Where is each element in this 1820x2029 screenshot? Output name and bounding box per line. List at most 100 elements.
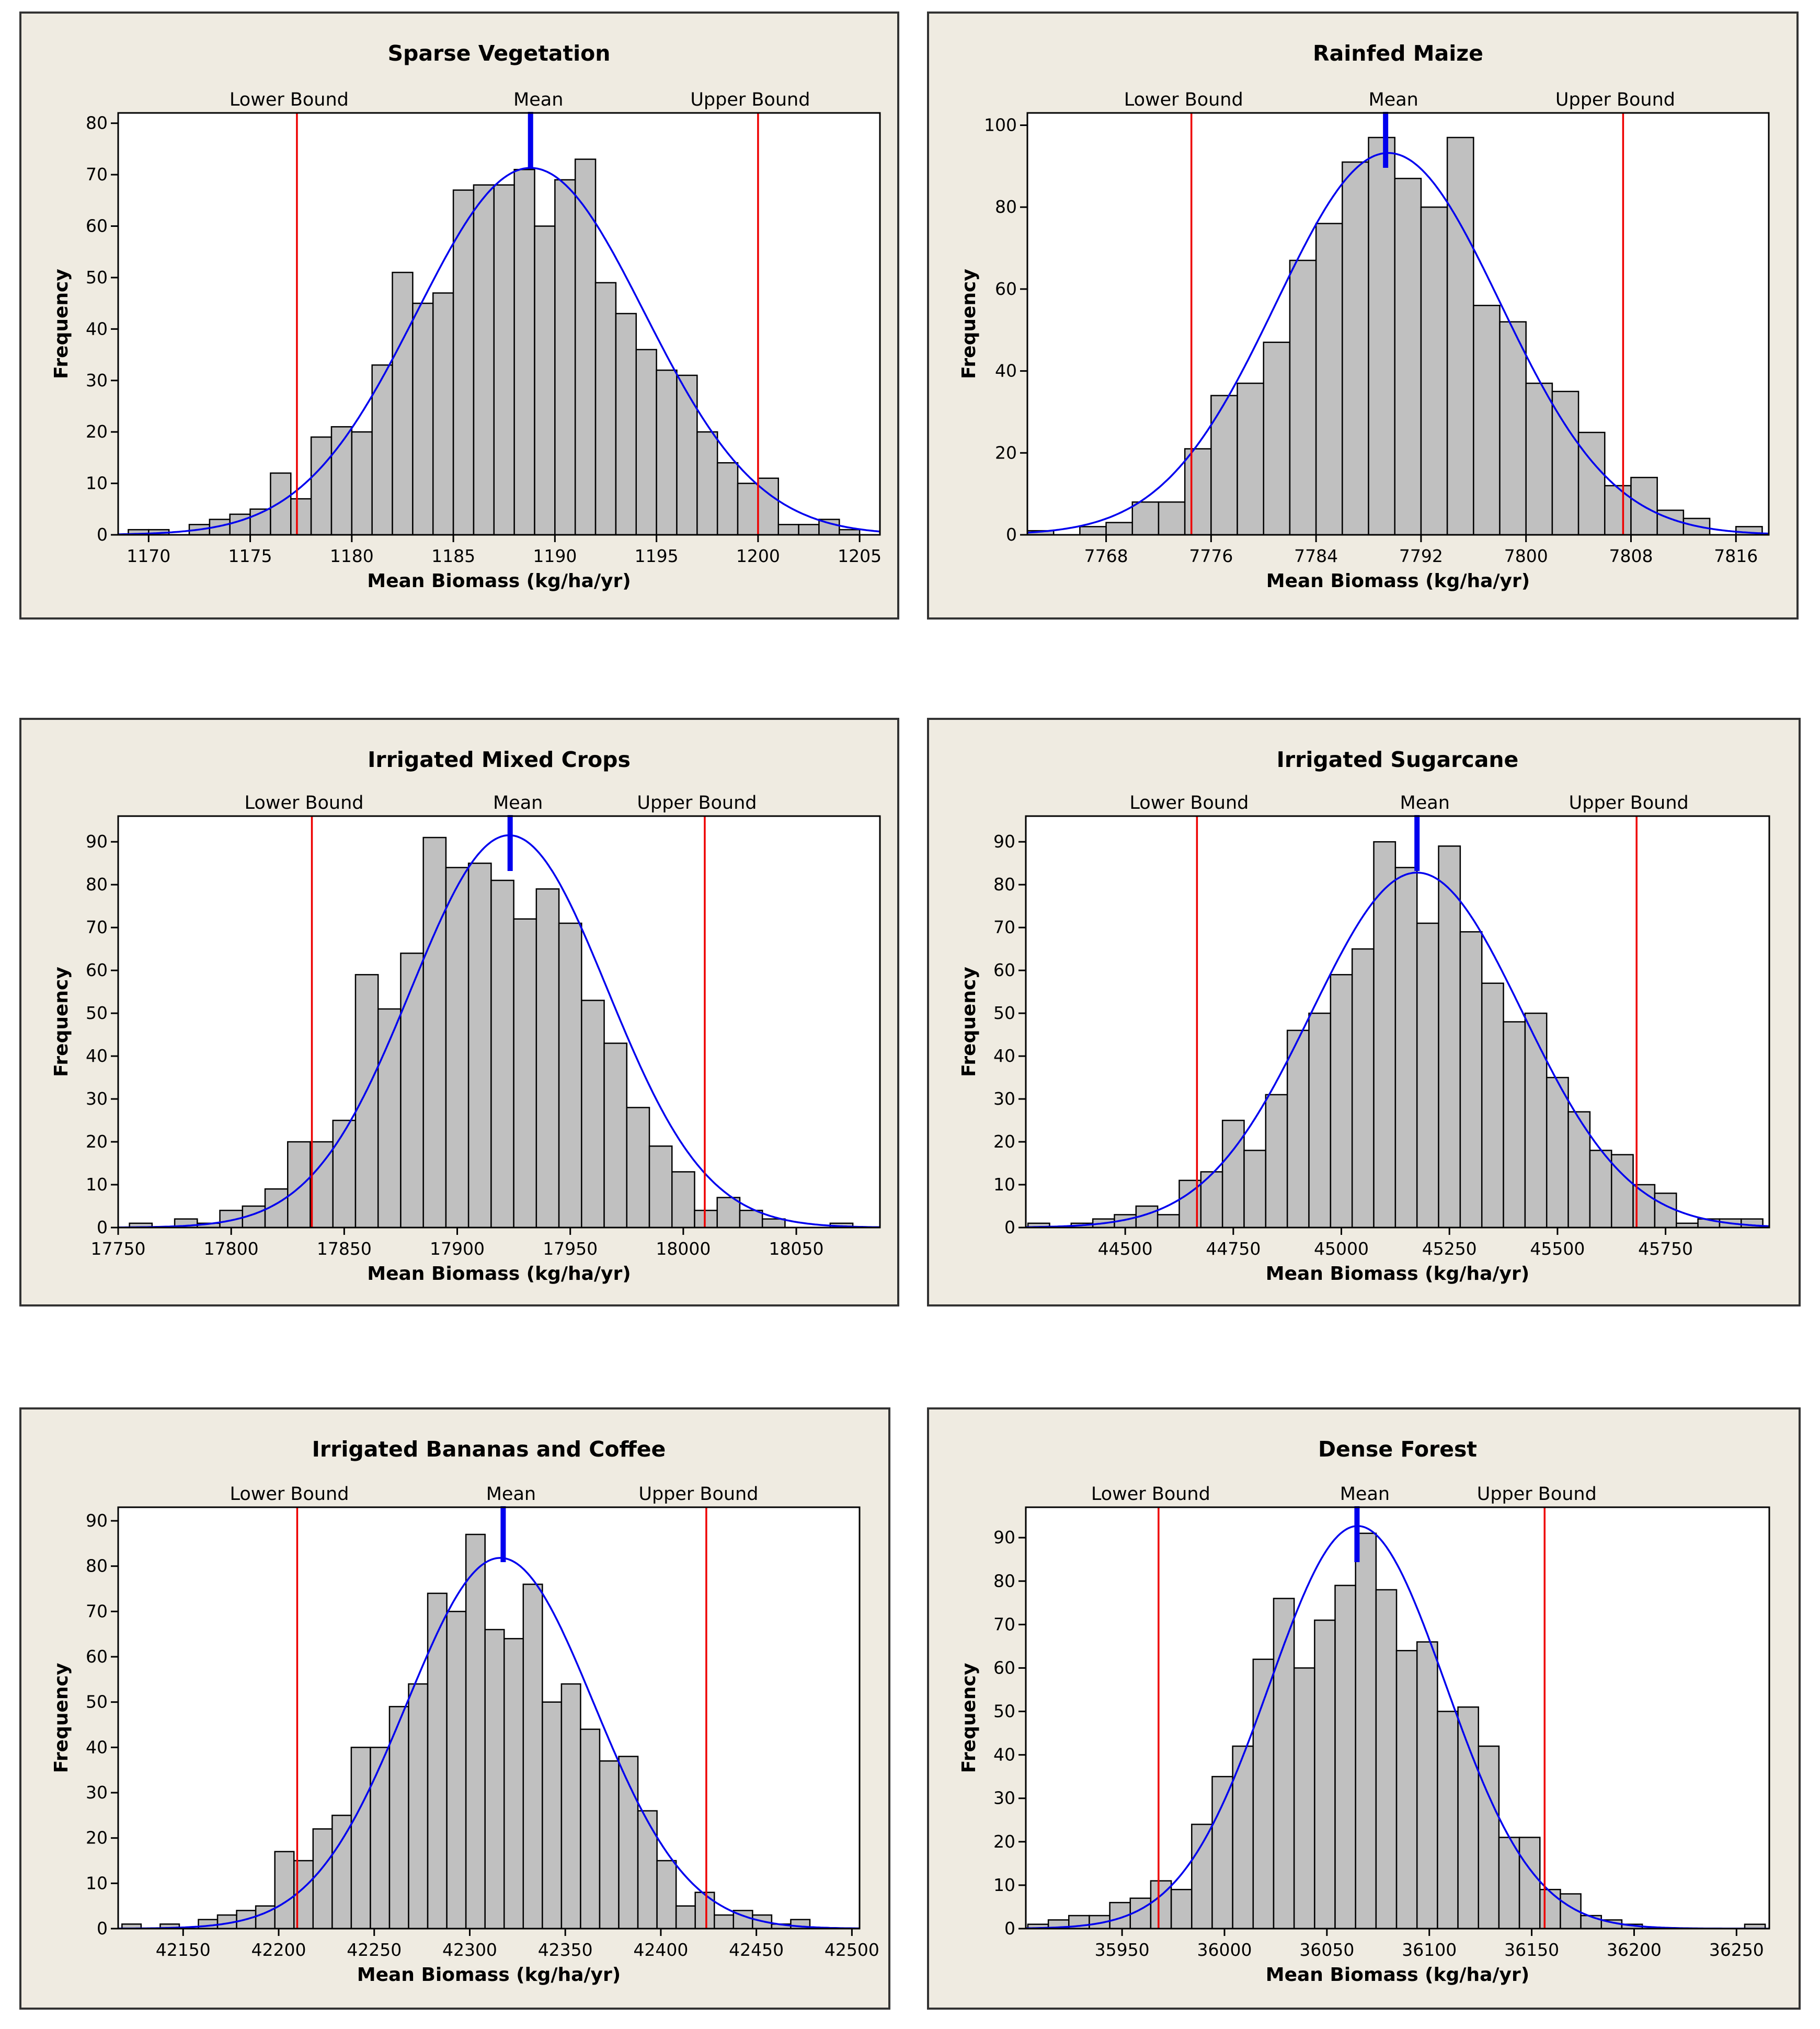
panel-dense-forest: Lower Bound Mean Upper Bound 0 10 20 30 40 50 60 7…	[927, 1407, 1801, 2010]
histogram-bar	[777, 524, 799, 535]
histogram-bar	[513, 918, 537, 1228]
histogram-bar	[400, 953, 424, 1228]
x-tick-label: 1190	[533, 546, 577, 566]
histogram-bar	[635, 349, 657, 535]
histogram-bar	[446, 1611, 467, 1929]
y-tick-label: 80	[995, 197, 1017, 217]
histogram-bar	[1342, 161, 1369, 535]
y-tick-label: 0	[97, 1217, 108, 1237]
y-tick-label: 0	[1004, 1217, 1015, 1237]
histogram-bar	[1286, 1029, 1310, 1228]
panel-irrigated-mixed-crops: Lower Bound Mean Upper Bound 0 10 20 30 40 50 60 7…	[19, 718, 899, 1306]
histogram-bar	[1395, 1649, 1418, 1929]
histogram-bar	[1437, 1711, 1459, 1929]
x-tick-label: 44750	[1206, 1239, 1261, 1259]
histogram-bar	[290, 498, 312, 535]
y-tick-label: 70	[86, 1601, 108, 1621]
y-axis-label: Frequency	[51, 967, 72, 1077]
histogram-bar	[761, 1218, 786, 1228]
y-tick-label: 80	[86, 874, 108, 895]
y-tick-label: 30	[86, 1782, 108, 1803]
upper-bound-label: Upper Bound	[1569, 793, 1689, 813]
x-tick-label: 17900	[430, 1239, 485, 1259]
histogram-bar	[432, 292, 454, 535]
y-tick-label: 20	[993, 1131, 1015, 1152]
y-tick-label: 80	[993, 1571, 1015, 1591]
histogram-bar	[1438, 845, 1461, 1228]
histogram-bar	[1170, 1888, 1193, 1929]
x-tick-label: 36250	[1709, 1940, 1764, 1960]
x-tick-label: 45000	[1314, 1239, 1369, 1259]
histogram-bar	[422, 836, 447, 1228]
histogram-bar	[713, 1914, 735, 1929]
histogram-bar	[1334, 1585, 1356, 1929]
histogram-bar	[408, 1683, 429, 1929]
histogram-bar	[503, 1638, 524, 1929]
y-axis-label: Frequency	[958, 1663, 980, 1773]
histogram-bar	[287, 1141, 311, 1228]
histogram-bar	[716, 462, 739, 535]
histogram-bar	[1654, 1193, 1677, 1228]
histogram-bar	[1481, 982, 1504, 1228]
histogram-bar	[1308, 1012, 1332, 1228]
x-tick-label: 1170	[127, 546, 170, 566]
histogram-bar	[1191, 1824, 1213, 1929]
x-axis-label: Mean Biomass (kg/ha/yr)	[367, 1263, 631, 1285]
x-tick-label: 35950	[1095, 1940, 1150, 1960]
normal-fit-curve	[118, 1557, 860, 1929]
y-tick-label: 30	[993, 1088, 1015, 1109]
chart-title: Dense Forest	[1318, 1437, 1477, 1462]
upper-bound-label: Upper Bound	[1555, 89, 1675, 110]
lower-bound-label: Lower Bound	[245, 793, 364, 813]
histogram-bar	[675, 1905, 696, 1929]
y-tick-label: 30	[86, 370, 108, 391]
histogram-bar	[465, 1533, 486, 1929]
chart-svg-dense-forest: Lower Bound Mean Upper Bound 0 10 20 30 40 50 60 7…	[958, 1437, 1770, 1986]
marks-group	[1026, 841, 1769, 1228]
histogram-bar	[467, 862, 492, 1228]
histogram-bar	[310, 1141, 334, 1228]
y-tick-label: 30	[993, 1788, 1015, 1808]
y-tick-label: 70	[993, 1614, 1015, 1634]
histogram-bar	[1589, 1150, 1612, 1228]
histogram-bar	[1368, 136, 1395, 535]
histogram-bar	[1525, 382, 1553, 535]
histogram-bar	[1232, 1745, 1254, 1929]
y-tick-label: 50	[86, 267, 108, 288]
y-tick-label: 30	[86, 1088, 108, 1109]
histogram-bar	[1273, 1598, 1295, 1929]
histogram-bar	[732, 1910, 753, 1929]
x-tick-label: 1195	[635, 546, 679, 566]
normal-fit-curve	[118, 167, 880, 535]
y-tick-label: 100	[984, 115, 1017, 135]
histogram-bar	[535, 888, 560, 1228]
histogram-bar	[716, 1197, 741, 1228]
mean-label: Mean	[493, 793, 543, 813]
histogram-bar	[1539, 1888, 1561, 1929]
y-tick-label: 90	[993, 1527, 1015, 1547]
histogram-bar	[484, 1629, 505, 1929]
plot-frame	[117, 815, 881, 1229]
histogram-bar	[1315, 223, 1343, 535]
chart-title: Sparse Vegetation	[388, 41, 611, 66]
histogram-bar	[1221, 1119, 1245, 1228]
y-tick-label: 80	[86, 113, 108, 133]
y-tick-label: 60	[86, 960, 108, 980]
histogram-bar	[370, 1747, 391, 1929]
x-tick-label: 17800	[204, 1239, 259, 1259]
chart-svg-irrigated-bananas-and-coffee: Lower Bound Mean Upper Bound 0 10 20 30 40 50 60 7…	[51, 1437, 879, 1986]
chart-title: Irrigated Mixed Crops	[368, 747, 631, 772]
x-tick-label: 45750	[1638, 1239, 1693, 1259]
x-tick-label: 42200	[251, 1940, 306, 1960]
panel-rainfed-maize: Lower Bound Mean Upper Bound 0 20 40 60 80 100 77…	[927, 12, 1799, 620]
lower-bound-label: Lower Bound	[230, 89, 349, 110]
x-tick-label: 42150	[156, 1940, 211, 1960]
y-tick-label: 60	[86, 1646, 108, 1667]
x-axis-label: Mean Biomass (kg/ha/yr)	[367, 570, 631, 592]
x-tick-label: 7784	[1294, 546, 1338, 566]
x-tick-label: 42300	[442, 1940, 497, 1960]
histogram-bar	[377, 1008, 402, 1228]
normal-fit-curve	[1026, 872, 1769, 1228]
x-tick-label: 36150	[1504, 1940, 1559, 1960]
marks-group	[118, 1533, 860, 1929]
